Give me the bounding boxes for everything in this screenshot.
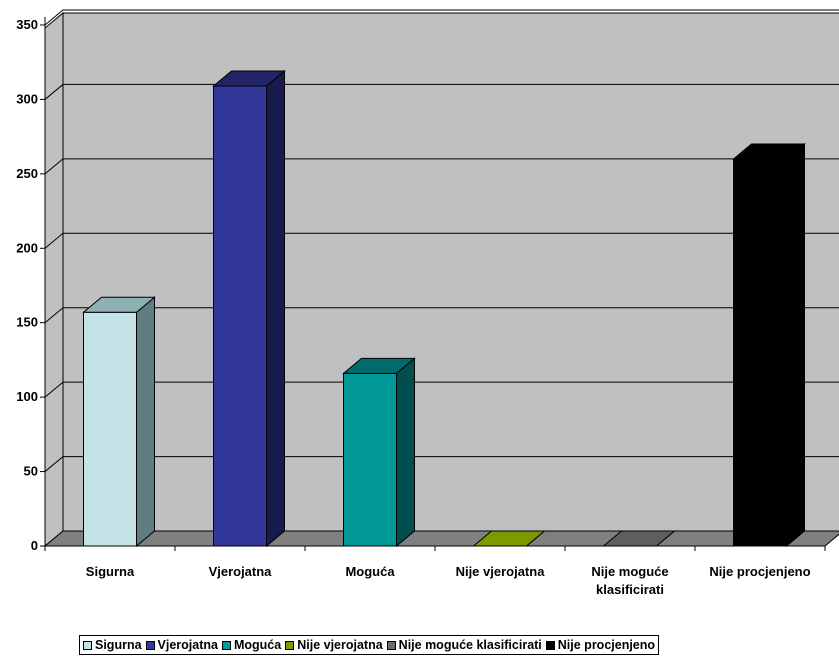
x-tick-label-line: Moguća: [345, 564, 395, 579]
x-tick-label-line: Vjerojatna: [209, 564, 273, 579]
back-wall: [62, 12, 839, 532]
bar-front: [733, 158, 787, 547]
x-tick-label: Moguća: [345, 564, 395, 579]
legend-item: Sigurna: [83, 638, 142, 652]
x-tick-label-line: klasificirati: [596, 582, 664, 597]
x-tick-label: Nije procjenjeno: [709, 564, 810, 579]
y-tick-label: 200: [16, 240, 38, 255]
legend-item: Vjerojatna: [145, 638, 218, 652]
legend-item: Moguća: [221, 638, 282, 652]
x-tick-label-line: Nije procjenjeno: [709, 564, 810, 579]
legend-item: Nije vjerojatna: [285, 638, 383, 652]
bar-side: [266, 69, 285, 548]
x-tick-label-line: Sigurna: [86, 564, 135, 579]
x-tick-label: Nije vjerojatna: [456, 564, 546, 579]
legend-swatch: [545, 640, 555, 650]
floor: [43, 530, 839, 547]
legend-swatch: [145, 640, 155, 650]
axes: [40, 17, 826, 551]
legend-label: Sigurna: [95, 638, 142, 652]
legend-swatch: [386, 640, 396, 650]
y-tick-label: 0: [31, 538, 38, 553]
bar-top: [212, 70, 286, 87]
bar-top: [82, 296, 156, 313]
bar-front: [83, 311, 137, 547]
gridline: [44, 232, 839, 249]
legend-swatch: [285, 640, 295, 650]
chart-floor: [43, 530, 839, 547]
gridline: [44, 9, 839, 26]
legend-label: Nije vjerojatna: [297, 638, 383, 652]
y-tick-label: 100: [16, 389, 38, 404]
x-tick-label: Nije moguće klasificirati: [591, 564, 668, 597]
gridlines: [44, 9, 839, 472]
gridline: [44, 456, 839, 472]
side-wall: [44, 11, 64, 548]
legend-item: Nije moguće klasificirati: [386, 638, 542, 652]
legend-item: Nije procjenjeno: [545, 638, 656, 652]
x-tick-label-line: Nije moguće: [591, 564, 668, 579]
bar-front: [213, 85, 267, 547]
gridline: [44, 381, 839, 398]
legend-swatch: [83, 640, 92, 650]
legend-label: Vjerojatna: [157, 638, 218, 652]
chart-walls: [44, 11, 839, 548]
gridline: [44, 158, 839, 175]
bar-front: [343, 372, 397, 547]
legend: Sigurna Vjerojatna Moguća Nije vjerojatna Ni…: [79, 635, 660, 655]
bar-top: [472, 530, 546, 547]
y-tick-labels: 0 50 100 150 200 250 300 350: [16, 17, 38, 553]
legend-label: Moguća: [233, 638, 282, 652]
bar-top: [342, 357, 416, 374]
y-tick-label: 150: [16, 315, 38, 330]
legend-label: Nije procjenjeno: [557, 638, 656, 652]
bar-side: [136, 296, 155, 548]
x-tick-label: Sigurna: [86, 564, 135, 579]
gridline: [44, 307, 839, 324]
bars: [82, 69, 806, 548]
y-tick-label: 50: [24, 464, 38, 479]
legend-label: Nije moguće klasificirati: [398, 638, 542, 652]
gridline: [44, 83, 839, 100]
category-labels: Sigurna Vjerojatna Moguća Nije vjerojatna Ni…: [86, 564, 811, 597]
legend-swatch: [221, 640, 231, 650]
y-tick-label: 250: [16, 166, 38, 181]
x-tick-label: Vjerojatna: [209, 564, 273, 579]
bar-top: [732, 143, 806, 160]
bar-side: [786, 142, 805, 548]
x-tick-label-line: Nije vjerojatna: [456, 564, 546, 579]
y-tick-label: 350: [16, 17, 38, 32]
bar-top: [602, 530, 676, 547]
bar-side: [396, 357, 415, 548]
y-tick-label: 300: [16, 91, 38, 106]
